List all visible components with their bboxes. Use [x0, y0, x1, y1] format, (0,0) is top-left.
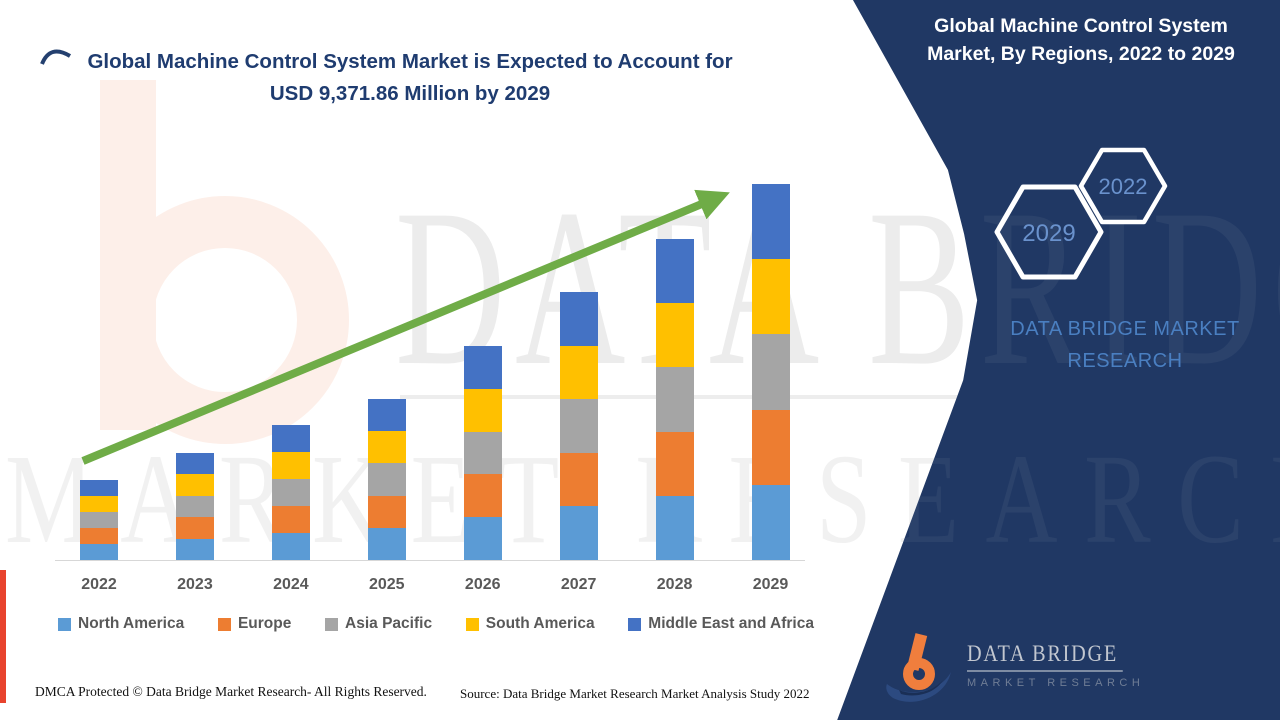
legend-swatch-south-america	[465, 617, 479, 631]
bar-2024-europe	[271, 506, 310, 533]
bar-2026	[463, 346, 502, 560]
bar-2026-europe	[463, 474, 502, 518]
bar-2025-north-america	[367, 527, 406, 560]
legend-swatch-europe	[217, 617, 231, 631]
legend-label-europe: Europe	[237, 615, 292, 632]
brand-name-line2: RESEARCH	[1067, 350, 1183, 372]
dbmr-logo-name: DATA BRIDGE	[967, 641, 1124, 672]
bar-2027-asia-pacific	[559, 399, 598, 453]
bar-2028-asia-pacific	[655, 367, 694, 432]
hexagon-2022-icon	[1078, 147, 1168, 225]
bar-2024-middle-east-and-africa	[271, 425, 310, 452]
hexagon-year-end: 2029	[1022, 220, 1075, 247]
bar-2022-middle-east-and-africa	[80, 480, 118, 496]
bar-2027-north-america	[559, 506, 598, 560]
x-axis-label-2028: 2028	[656, 576, 693, 593]
bar-2026-asia-pacific	[463, 431, 502, 475]
bar-2025-middle-east-and-africa	[367, 399, 406, 432]
legend-item-middle-east-and-africa: Middle East and Africa	[628, 615, 814, 633]
bar-2029-north-america	[751, 484, 790, 560]
chart-title: Global Machine Control System Market is …	[30, 46, 790, 110]
legend-item-europe: Europe	[217, 615, 292, 633]
bar-2024-south-america	[271, 452, 310, 479]
legend-label-asia-pacific: Asia Pacific	[345, 615, 433, 632]
bar-2026-middle-east-and-africa	[463, 346, 502, 389]
x-axis-label-2022: 2022	[81, 576, 117, 593]
legend-label-north-america: North America	[78, 615, 185, 632]
hexagon-2029-icon	[994, 184, 1104, 280]
bar-2022-europe	[80, 528, 118, 544]
x-axis-label-2024: 2024	[273, 576, 309, 593]
bar-2025-europe	[367, 495, 406, 528]
brand-name: DATA BRIDGE MARKET RESEARCH	[975, 313, 1275, 377]
legend-item-south-america: South America	[465, 615, 595, 633]
year-hexagons: 2029 2022	[994, 147, 1168, 280]
legend-label-middle-east-and-africa: Middle East and Africa	[648, 615, 814, 632]
bar-2022-south-america	[80, 496, 118, 512]
chart-legend: North America Europe Asia Pacific South Ame…	[58, 615, 814, 633]
bar-2028-middle-east-and-africa	[655, 239, 694, 304]
bar-2029	[751, 184, 790, 560]
bar-2024-asia-pacific	[271, 479, 310, 506]
chart-title-line1: Global Machine Control System Market is …	[87, 50, 733, 73]
panel-heading: Global Machine Control System Market, By…	[881, 12, 1280, 68]
dbmr-logo-mark-icon	[886, 633, 951, 702]
legend-swatch-asia-pacific	[325, 617, 339, 631]
bar-2027-south-america	[559, 345, 598, 400]
bar-2027	[559, 292, 598, 560]
bar-2023	[175, 453, 214, 560]
legend-item-asia-pacific: Asia Pacific	[325, 615, 432, 633]
bar-2022	[80, 480, 118, 560]
legend-swatch-middle-east-and-africa	[628, 617, 642, 631]
footer-source-text: Source: Data Bridge Market Research Mark…	[460, 686, 810, 701]
legend-item-north-america: North America	[58, 615, 184, 633]
stacked-bar-chart: 2022 2023 2024 2025 2026 2027 2028 2029	[55, 179, 805, 593]
red-accent-strip	[0, 570, 6, 703]
bar-2023-asia-pacific	[175, 495, 214, 518]
bar-2023-north-america	[175, 538, 214, 560]
bar-2029-south-america	[751, 259, 790, 335]
x-axis-label-2025: 2025	[368, 576, 405, 593]
x-axis-label-2023: 2023	[177, 576, 213, 593]
background-watermark-underline	[400, 395, 1280, 399]
dbmr-logo: DATA BRIDGE MARKET RESEARCH	[885, 628, 1144, 702]
bar-2026-south-america	[463, 388, 502, 432]
bar-2026-north-america	[463, 517, 502, 560]
footer-dmca-text: DMCA Protected © Data Bridge Market Rese…	[35, 684, 427, 699]
x-axis-label-2026: 2026	[464, 576, 501, 593]
legend-swatch-north-america	[58, 617, 71, 631]
bar-2028-south-america	[655, 303, 694, 368]
bar-2023-europe	[175, 517, 214, 539]
bar-2025-asia-pacific	[367, 463, 406, 496]
x-axis-label-2029: 2029	[752, 576, 789, 593]
bar-2029-asia-pacific	[751, 334, 790, 410]
bar-2029-europe	[751, 409, 790, 485]
dbmr-logo-subtitle: MARKET RESEARCH	[967, 677, 1145, 689]
bar-2025-south-america	[367, 431, 406, 464]
panel-heading-line2: Market, By Regions, 2022 to 2029	[927, 43, 1235, 65]
legend-label-south-america: South America	[485, 615, 595, 632]
chart-title-line2: USD 9,371.86 Million by 2029	[269, 82, 551, 105]
dbmr-logo-words: DATA BRIDGE MARKET RESEARCH	[967, 641, 1144, 689]
bar-2028	[655, 239, 694, 560]
hexagon-year-start: 2022	[1099, 174, 1148, 199]
bar-2024	[271, 425, 310, 560]
bar-2029-middle-east-and-africa	[751, 184, 790, 260]
corner-swoosh-icon	[40, 49, 72, 65]
bar-2022-north-america	[80, 544, 118, 560]
x-axis-label-2027: 2027	[560, 576, 597, 593]
bar-2023-middle-east-and-africa	[175, 453, 214, 475]
bar-2025	[367, 399, 406, 560]
bar-2028-north-america	[655, 495, 694, 560]
brand-name-line1: DATA BRIDGE MARKET	[1010, 318, 1240, 340]
bar-2028-europe	[655, 431, 694, 496]
bar-2024-north-america	[271, 533, 310, 560]
bar-2027-europe	[559, 452, 598, 507]
bar-2023-south-america	[175, 474, 214, 496]
panel-heading-line1: Global Machine Control System	[934, 15, 1228, 37]
bar-2022-asia-pacific	[80, 512, 118, 528]
bar-2027-middle-east-and-africa	[559, 292, 598, 346]
